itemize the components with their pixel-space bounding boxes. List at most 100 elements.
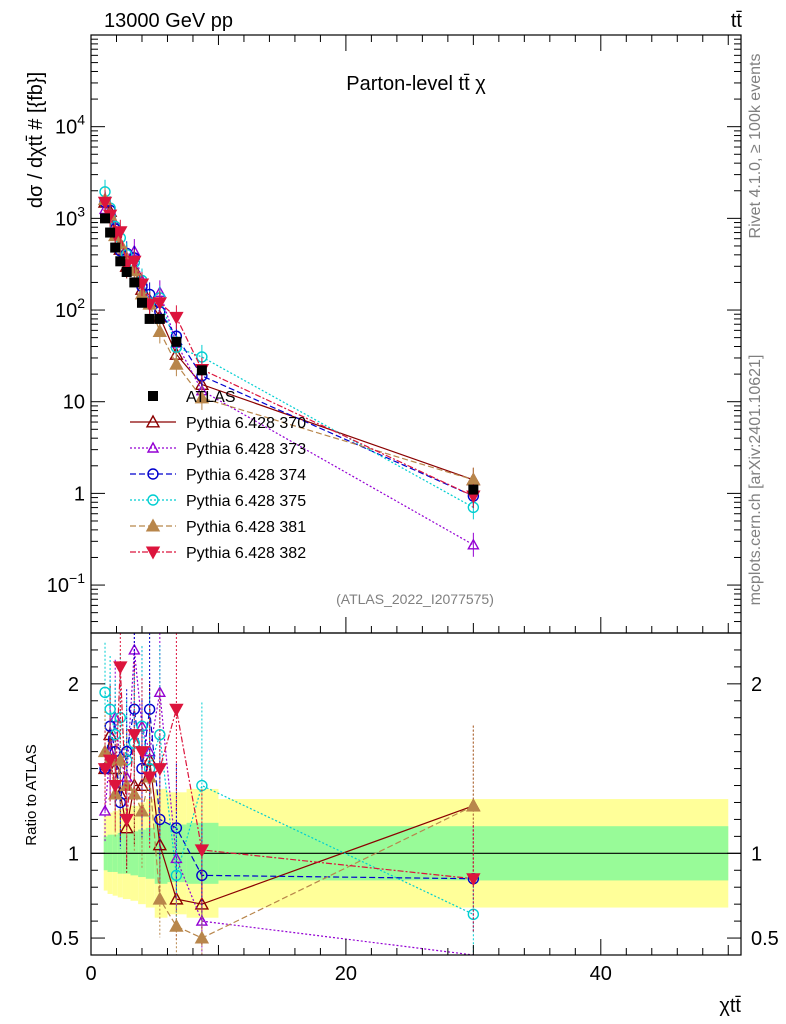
main-y-tick-label: 10−1 — [47, 570, 85, 597]
point-p382 — [127, 255, 142, 269]
x-ticks: 0 20 40 — [85, 35, 729, 985]
point-atlas — [100, 213, 111, 224]
series-p374 — [99, 190, 480, 509]
main-frame — [90, 34, 742, 634]
main-y-tick-label: 1 — [74, 483, 85, 505]
ratio-point-p381 — [169, 918, 184, 932]
ratio-point-p381 — [466, 798, 481, 812]
point-atlas — [171, 336, 182, 347]
point-p382 — [113, 226, 128, 240]
legend-item-p370: Pythia 6.428 370 — [130, 414, 306, 432]
mcplots-reference-label: mcplots.cern.ch [arXiv:2401.10621] — [747, 355, 764, 606]
ratio-point-p373 — [98, 804, 112, 816]
ratio-point-p382 — [169, 703, 184, 717]
point-atlas — [136, 297, 147, 308]
analysis-tag: (ATLAS_2022_I2077575) — [336, 591, 494, 607]
ratio-y-axis-label: Ratio to ATLAS — [23, 744, 40, 845]
legend-label-p373: Pythia 6.428 373 — [186, 441, 306, 458]
main-series-layer — [97, 179, 481, 557]
main-y-tick-label: 104 — [55, 112, 85, 139]
process-label: tt̄ — [731, 10, 743, 32]
point-atlas — [129, 277, 140, 288]
x-axis-label: χtt̄ — [719, 995, 741, 1017]
legend-marker-p370 — [145, 414, 161, 428]
ratio-point-p382 — [466, 873, 481, 887]
legend-item-p381: Pythia 6.428 381 — [130, 518, 306, 536]
legend-marker-p382 — [145, 546, 161, 560]
plot-title: Parton-level tt̄ χ — [346, 73, 486, 95]
rivet-version-label: Rivet 4.1.0, ≥ 100k events — [747, 54, 764, 239]
legend-label-p375: Pythia 6.428 375 — [186, 493, 306, 510]
ratio-point-p382 — [152, 763, 168, 777]
line-p382 — [104, 201, 474, 497]
main-panel: 10−1 1 10 102 103 104 Parton-level tt̄ χ (ATL… — [25, 34, 742, 634]
energy-label: 13000 GeV pp — [104, 10, 233, 32]
point-p381 — [169, 356, 184, 370]
point-p381 — [466, 472, 481, 486]
point-p382 — [169, 311, 184, 325]
series-atlas — [100, 213, 479, 495]
ratio-point-p382 — [97, 763, 113, 777]
ratio-point-p382 — [194, 844, 210, 858]
legend-item-p382: Pythia 6.428 382 — [130, 545, 306, 562]
ratio-frame — [90, 632, 742, 956]
ratio-band — [91, 788, 741, 918]
ratio-y-tick-label-left: 2 — [68, 674, 79, 696]
ratio-y-tick-label-right: 1 — [751, 843, 762, 865]
ratio-point-p382 — [119, 813, 134, 827]
x-tick-label: 40 — [590, 963, 612, 985]
point-atlas — [105, 227, 116, 238]
x-tick-label: 20 — [335, 963, 357, 985]
ratio-panel: 0.5 0.5 1 1 2 2 0 20 40 Ratio to ATLAS χtt̄ — [23, 35, 779, 1017]
ratio-point-p382 — [113, 661, 128, 675]
ratio-y-tick-label-left: 0.5 — [51, 928, 79, 950]
point-p381 — [152, 324, 168, 337]
ratio-point-p381 — [152, 891, 168, 905]
legend-item-p373: Pythia 6.428 373 — [130, 441, 306, 458]
point-atlas — [121, 266, 132, 277]
legend-label-p381: Pythia 6.428 381 — [186, 519, 306, 536]
legend-marker-atlas — [148, 391, 158, 401]
point-atlas — [196, 365, 207, 376]
point-p381 — [194, 390, 210, 404]
series-p382 — [97, 190, 481, 509]
ratio-series-layer — [97, 633, 481, 956]
ratio-point-p373 — [153, 685, 167, 698]
ratio-line-p382 — [104, 666, 474, 880]
legend: ATLAS Pythia 6.428 370 Pythia 6.428 373 Pyt… — [130, 389, 306, 562]
point-p382 — [97, 196, 113, 210]
legend-marker-p374 — [147, 468, 159, 480]
legend-label-p382: Pythia 6.428 382 — [186, 545, 306, 562]
ratio-y-tick-label-left: 1 — [68, 843, 79, 865]
point-atlas — [144, 313, 155, 324]
legend-marker-p381 — [145, 518, 161, 532]
x-tick-label: 0 — [85, 963, 96, 985]
ratio-series-p382 — [97, 633, 481, 933]
point-p373 — [467, 538, 480, 550]
point-atlas — [115, 256, 126, 267]
point-p382 — [152, 297, 168, 311]
ratio-point-p375 — [170, 869, 183, 882]
main-y-axis-label: dσ / dχtt̄ # [{fb}] — [25, 72, 47, 208]
legend-marker-p375 — [147, 494, 159, 506]
legend-item-p375: Pythia 6.428 375 — [130, 493, 306, 510]
legend-item-p374: Pythia 6.428 374 — [130, 467, 306, 484]
ratio-point-p382 — [142, 771, 157, 785]
ratio-y-tick-label-right: 2 — [751, 674, 762, 696]
ratio-y-tick-label-right: 0.5 — [751, 928, 779, 950]
legend-marker-p373 — [146, 441, 160, 453]
point-atlas — [154, 313, 165, 324]
ratio-point-p382 — [102, 754, 118, 768]
legend-item-atlas: ATLAS — [148, 389, 236, 406]
ratio-point-p373 — [170, 851, 183, 864]
ratio-point-p381 — [113, 752, 128, 766]
ratio-point-p382 — [127, 729, 142, 743]
ratio-point-p382 — [108, 780, 123, 793]
legend-label-p370: Pythia 6.428 370 — [186, 415, 306, 432]
ratio-point-p381 — [194, 930, 210, 944]
ratio-point-p382 — [134, 746, 150, 760]
main-y-tick-label: 10 — [63, 392, 85, 414]
point-atlas — [110, 242, 121, 253]
main-y-tick-label: 102 — [55, 295, 85, 322]
legend-label-atlas: ATLAS — [186, 389, 236, 406]
